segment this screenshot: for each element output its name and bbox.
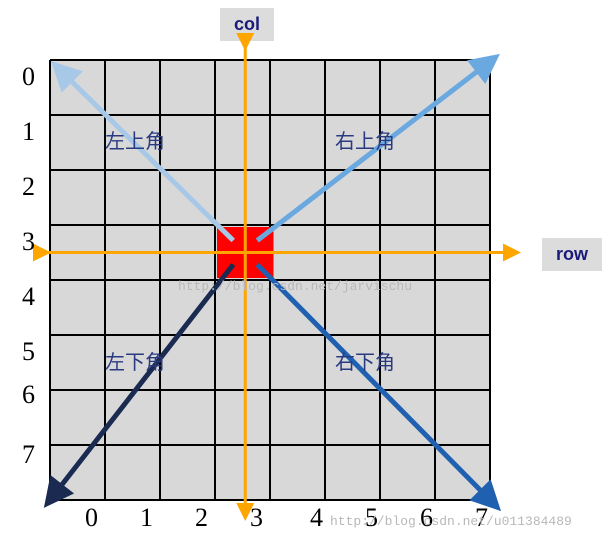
grid-diagram xyxy=(0,0,607,530)
row-tick-6: 6 xyxy=(22,380,35,410)
col-tick-2: 2 xyxy=(195,503,208,533)
watermark-2: http://blog.csdn.net/u011384489 xyxy=(330,514,572,529)
row-tick-2: 2 xyxy=(22,172,35,202)
row-tick-7: 7 xyxy=(22,440,35,470)
col-tick-4: 4 xyxy=(310,503,323,533)
lower-left-label: 左下角 xyxy=(105,346,165,375)
row-tick-0: 0 xyxy=(22,62,35,92)
upper-right-label: 右上角 xyxy=(335,125,395,154)
row-tick-3: 3 xyxy=(22,227,35,257)
col-tick-0: 0 xyxy=(85,503,98,533)
upper-left-label: 左上角 xyxy=(105,125,165,154)
row-tick-4: 4 xyxy=(22,282,35,312)
col-tick-3: 3 xyxy=(250,503,263,533)
col-tick-1: 1 xyxy=(140,503,153,533)
row-tick-1: 1 xyxy=(22,117,35,147)
row-tick-5: 5 xyxy=(22,337,35,367)
lower-right-label: 右下角 xyxy=(335,346,395,375)
watermark-1: http://blog.csdn.net/jarvischu xyxy=(178,279,412,294)
